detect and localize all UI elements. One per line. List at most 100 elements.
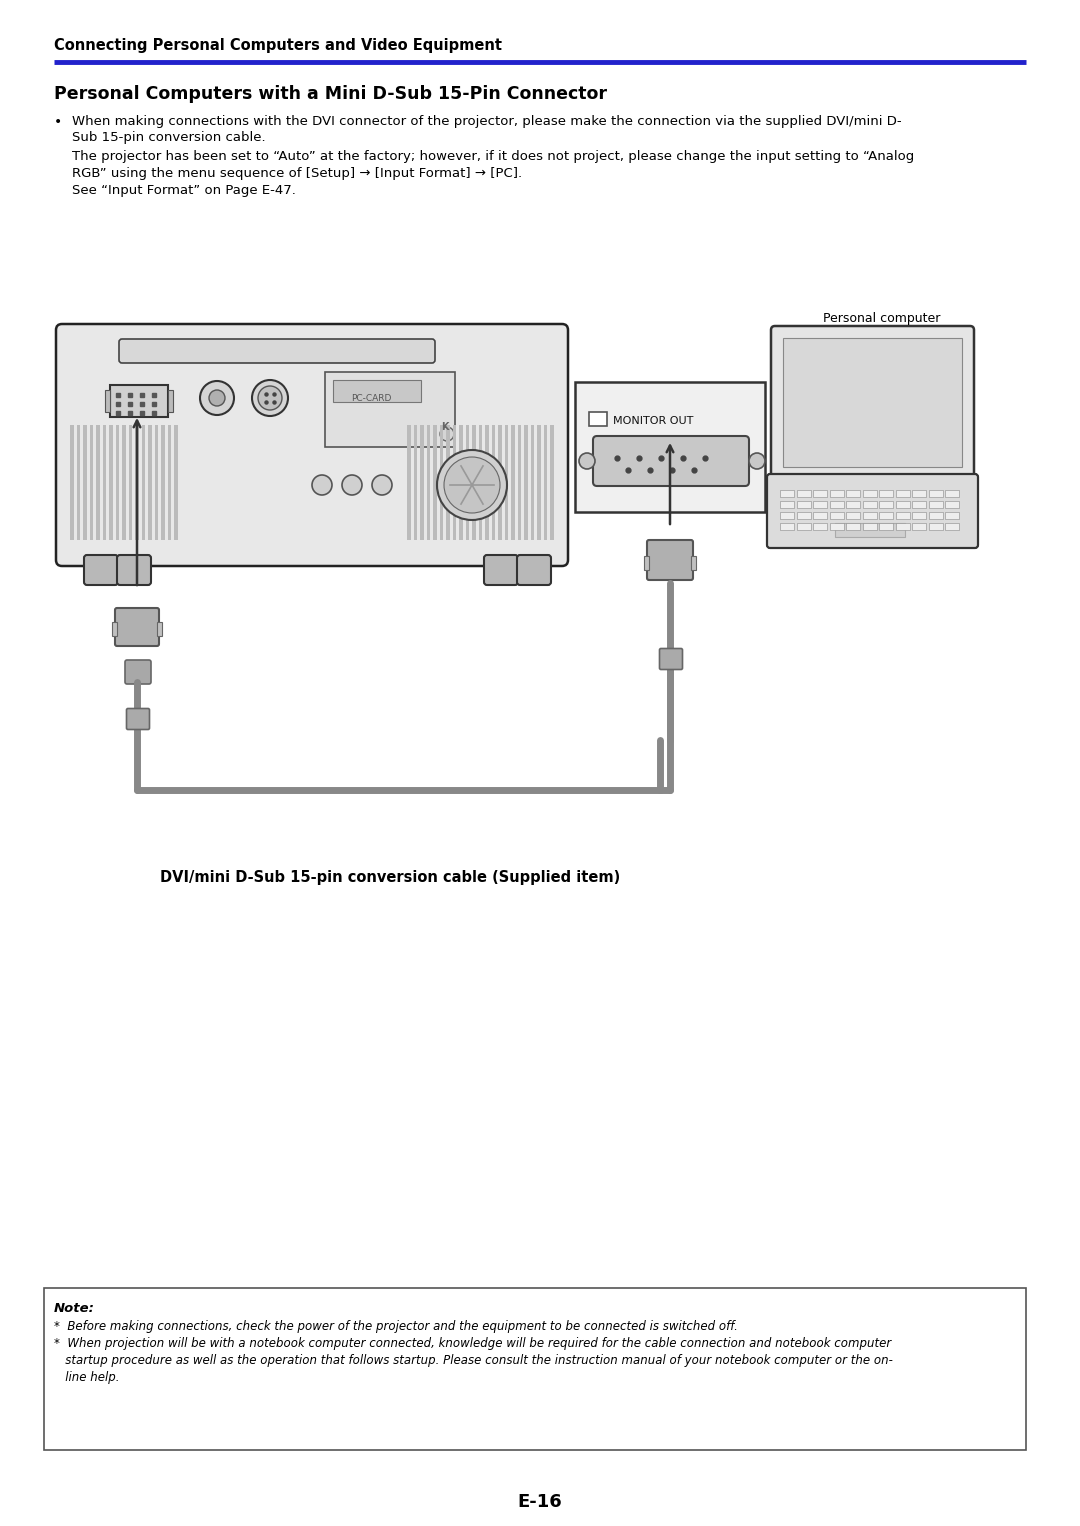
Bar <box>945 523 959 530</box>
Bar <box>472 426 475 540</box>
Bar <box>846 523 860 530</box>
Bar <box>829 501 843 508</box>
Text: PC-CARD: PC-CARD <box>351 394 391 403</box>
Circle shape <box>210 391 225 406</box>
Text: *  Before making connections, check the power of the projector and the equipment: * Before making connections, check the p… <box>54 1320 738 1334</box>
Text: startup procedure as well as the operation that follows startup. Please consult : startup procedure as well as the operati… <box>54 1354 893 1367</box>
Bar <box>797 523 810 530</box>
Bar <box>537 426 540 540</box>
FancyBboxPatch shape <box>660 649 683 670</box>
Bar <box>797 490 810 497</box>
Bar <box>895 513 909 519</box>
Bar <box>783 337 962 467</box>
Circle shape <box>312 475 332 494</box>
Bar <box>420 426 423 540</box>
Circle shape <box>200 382 234 415</box>
Bar <box>109 426 112 540</box>
Bar <box>504 426 508 540</box>
Bar <box>543 426 546 540</box>
Text: *  When projection will be with a notebook computer connected, knowledge will be: * When projection will be with a noteboo… <box>54 1337 891 1351</box>
Bar <box>879 513 893 519</box>
Bar <box>174 426 177 540</box>
Circle shape <box>258 386 282 410</box>
Text: line help.: line help. <box>54 1370 120 1384</box>
Bar <box>491 426 495 540</box>
Bar <box>575 382 765 513</box>
Text: •: • <box>54 114 63 130</box>
Bar <box>440 426 443 540</box>
Bar <box>135 426 138 540</box>
Circle shape <box>342 475 362 494</box>
FancyBboxPatch shape <box>119 339 435 363</box>
Bar <box>116 426 119 540</box>
Bar <box>96 426 99 540</box>
Bar <box>813 513 827 519</box>
Text: Personal computer: Personal computer <box>823 311 941 325</box>
Bar <box>780 501 794 508</box>
Text: RGB” using the menu sequence of [Setup] → [Input Format] → [PC].: RGB” using the menu sequence of [Setup] … <box>72 166 522 180</box>
Circle shape <box>437 450 507 520</box>
FancyBboxPatch shape <box>56 324 568 566</box>
Bar <box>70 426 73 540</box>
Bar <box>863 513 877 519</box>
Bar <box>895 501 909 508</box>
Text: The projector has been set to “Auto” at the factory; however, if it does not pro: The projector has been set to “Auto” at … <box>72 150 915 163</box>
Circle shape <box>440 427 454 441</box>
Bar <box>780 523 794 530</box>
Bar <box>780 513 794 519</box>
Bar <box>110 385 168 417</box>
Bar <box>168 391 173 412</box>
Bar <box>846 490 860 497</box>
FancyBboxPatch shape <box>125 661 151 684</box>
FancyBboxPatch shape <box>593 436 750 485</box>
Bar <box>589 412 607 426</box>
Bar <box>813 490 827 497</box>
Bar <box>478 426 482 540</box>
Bar <box>813 501 827 508</box>
Bar <box>945 501 959 508</box>
Bar <box>90 426 93 540</box>
FancyBboxPatch shape <box>647 540 693 580</box>
Bar <box>157 623 162 636</box>
Text: MONITOR OUT: MONITOR OUT <box>613 417 693 426</box>
Bar <box>879 501 893 508</box>
Bar <box>879 490 893 497</box>
Bar <box>524 426 527 540</box>
Bar <box>929 513 943 519</box>
Bar <box>945 490 959 497</box>
FancyBboxPatch shape <box>771 327 974 479</box>
Bar <box>550 426 554 540</box>
Bar <box>780 490 794 497</box>
Bar <box>644 555 649 571</box>
Bar <box>797 501 810 508</box>
Bar <box>895 523 909 530</box>
Bar <box>325 372 455 447</box>
Bar <box>141 426 145 540</box>
Bar <box>459 426 462 540</box>
Text: K: K <box>441 423 448 432</box>
Bar <box>122 426 125 540</box>
Bar <box>835 523 905 537</box>
FancyBboxPatch shape <box>484 555 518 584</box>
Bar <box>929 490 943 497</box>
Bar <box>829 490 843 497</box>
Bar <box>148 426 151 540</box>
Bar <box>407 426 410 540</box>
Bar <box>129 426 132 540</box>
Bar <box>863 523 877 530</box>
Bar <box>530 426 534 540</box>
Bar <box>161 426 164 540</box>
Bar <box>511 426 514 540</box>
Bar <box>83 426 86 540</box>
Circle shape <box>252 380 288 417</box>
Text: See “Input Format” on Page E-47.: See “Input Format” on Page E-47. <box>72 185 296 197</box>
Bar <box>813 523 827 530</box>
Circle shape <box>444 456 500 513</box>
FancyBboxPatch shape <box>767 475 978 548</box>
Text: When making connections with the DVI connector of the projector, please make the: When making connections with the DVI con… <box>72 114 902 128</box>
Bar <box>929 523 943 530</box>
Bar <box>912 513 926 519</box>
Text: E-16: E-16 <box>517 1492 563 1511</box>
Text: DVI/mini D-Sub 15-pin conversion cable (Supplied item): DVI/mini D-Sub 15-pin conversion cable (… <box>160 870 620 885</box>
Bar <box>167 426 171 540</box>
